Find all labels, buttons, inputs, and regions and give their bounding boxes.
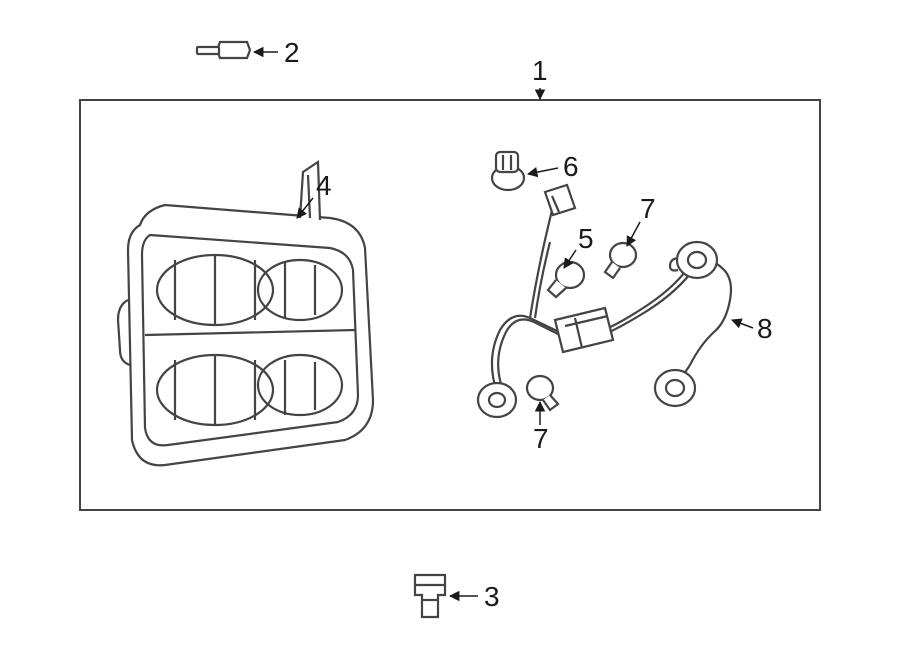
headlamp-lens-part-4 bbox=[118, 162, 373, 465]
label-4: 4 bbox=[316, 170, 332, 201]
harness-socket-left bbox=[478, 383, 516, 417]
label-2: 2 bbox=[284, 37, 300, 68]
bulb-part-7-lower bbox=[527, 376, 558, 410]
socket-part-6 bbox=[492, 152, 524, 190]
label-7b: 7 bbox=[533, 423, 549, 454]
label-5: 5 bbox=[578, 223, 594, 254]
bolt-part-2 bbox=[197, 42, 250, 58]
harness-socket-upper bbox=[670, 242, 717, 278]
leader-8 bbox=[732, 320, 753, 328]
label-3: 3 bbox=[484, 581, 500, 612]
leader-6 bbox=[528, 168, 558, 174]
harness-socket-lower bbox=[655, 370, 695, 406]
label-6: 6 bbox=[563, 151, 579, 182]
bulb-part-7-upper bbox=[605, 243, 636, 278]
label-1: 1 bbox=[532, 55, 548, 86]
bulb-part-5 bbox=[548, 262, 584, 297]
leader-7a bbox=[627, 222, 640, 246]
harness-part-8 bbox=[492, 185, 731, 395]
label-7a: 7 bbox=[640, 193, 656, 224]
parts-diagram: 1 2 3 4 5 6 7 7 8 bbox=[0, 0, 900, 661]
retainer-part-3 bbox=[415, 575, 445, 617]
label-8: 8 bbox=[757, 313, 773, 344]
